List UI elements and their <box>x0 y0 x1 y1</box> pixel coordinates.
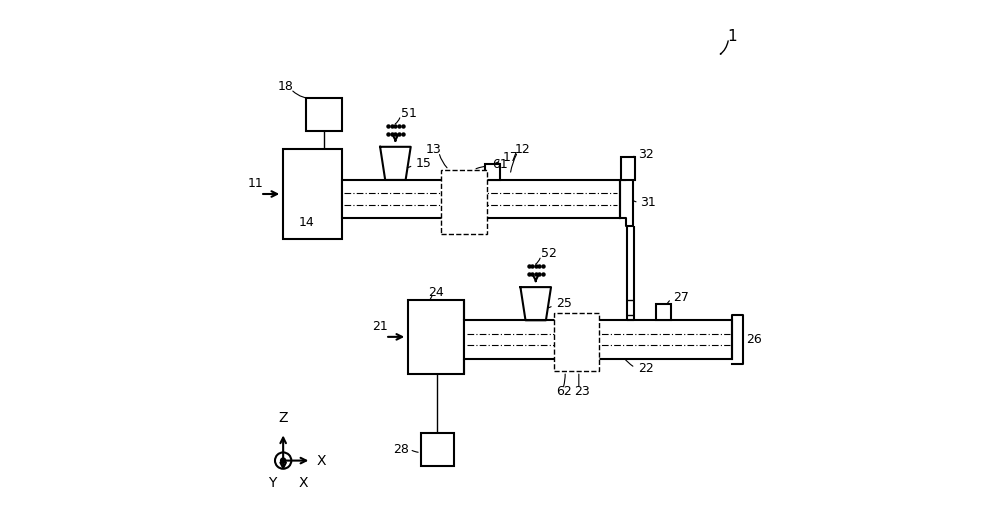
FancyArrowPatch shape <box>634 201 636 202</box>
Text: 27: 27 <box>673 291 689 304</box>
Text: 11: 11 <box>247 177 263 190</box>
Bar <box>464 320 732 359</box>
FancyArrowPatch shape <box>548 307 551 308</box>
Text: 1: 1 <box>728 29 737 45</box>
Text: X: X <box>316 453 326 467</box>
FancyArrowPatch shape <box>293 91 314 98</box>
Text: Z: Z <box>278 411 288 425</box>
FancyArrowPatch shape <box>631 156 634 157</box>
Bar <box>554 312 599 371</box>
Text: 17: 17 <box>503 150 518 164</box>
Text: 32: 32 <box>638 148 654 161</box>
Bar <box>421 432 454 466</box>
FancyArrowPatch shape <box>511 154 517 172</box>
Text: 61: 61 <box>492 158 508 171</box>
FancyArrowPatch shape <box>395 118 400 124</box>
FancyArrowPatch shape <box>497 161 499 163</box>
Bar <box>485 164 500 180</box>
Text: 18: 18 <box>278 80 294 93</box>
Bar <box>306 98 342 131</box>
FancyArrowPatch shape <box>667 301 669 304</box>
Text: 12: 12 <box>515 143 531 156</box>
FancyArrowPatch shape <box>564 374 565 386</box>
Text: 25: 25 <box>556 297 572 310</box>
FancyArrowPatch shape <box>624 358 633 366</box>
Bar <box>656 304 671 320</box>
FancyArrowPatch shape <box>426 296 432 312</box>
Text: 24: 24 <box>428 286 444 299</box>
FancyArrowPatch shape <box>439 154 447 168</box>
Bar <box>283 149 342 239</box>
Bar <box>342 180 620 218</box>
Text: 26: 26 <box>746 333 762 346</box>
FancyArrowPatch shape <box>412 450 418 452</box>
Bar <box>408 300 464 374</box>
Text: 14: 14 <box>299 216 315 229</box>
Text: 23: 23 <box>574 385 590 398</box>
FancyArrowPatch shape <box>720 41 728 54</box>
FancyArrowPatch shape <box>536 258 540 264</box>
Text: 51: 51 <box>401 107 416 120</box>
FancyArrowPatch shape <box>407 166 411 168</box>
Text: 13: 13 <box>426 143 442 156</box>
Text: 52: 52 <box>541 247 557 261</box>
Bar <box>441 170 487 233</box>
FancyArrowPatch shape <box>476 166 489 169</box>
Text: Y: Y <box>268 476 276 490</box>
Text: 62: 62 <box>556 385 572 398</box>
Text: X: X <box>298 476 308 490</box>
Bar <box>621 157 635 180</box>
Text: 22: 22 <box>638 362 654 375</box>
Text: 31: 31 <box>640 196 656 209</box>
Text: 15: 15 <box>416 157 432 170</box>
Text: 21: 21 <box>372 320 388 333</box>
Text: 28: 28 <box>393 443 409 456</box>
Circle shape <box>281 458 286 463</box>
